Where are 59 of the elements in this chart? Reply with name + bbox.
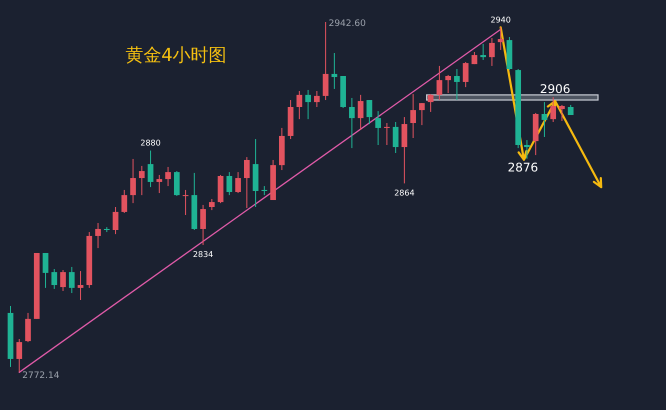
candlestick <box>16 338 22 372</box>
annotation: 2864 <box>394 188 415 198</box>
candlestick <box>305 89 311 120</box>
candlestick <box>200 204 206 246</box>
candlestick <box>208 198 215 211</box>
candlestick <box>148 150 154 188</box>
candlestick <box>366 100 372 125</box>
candlestick <box>550 96 556 122</box>
candlestick <box>402 116 408 184</box>
candlestick <box>428 94 434 112</box>
candlestick <box>489 38 495 66</box>
candlestick <box>226 172 232 196</box>
candlestick <box>314 90 320 108</box>
annotation: 2940 <box>490 15 511 24</box>
candlestick <box>524 140 530 160</box>
candlestick <box>462 62 468 88</box>
candlestick <box>78 270 84 301</box>
annotation: 2906 <box>540 82 570 96</box>
candlestick <box>375 110 381 146</box>
candlestick <box>68 266 75 294</box>
candlestick <box>559 104 565 122</box>
candlestick <box>138 165 145 196</box>
candlestick <box>182 189 188 216</box>
candlestick <box>384 122 390 146</box>
candlestick <box>454 68 460 101</box>
annotation: 2880 <box>140 138 161 148</box>
candlestick <box>472 51 478 65</box>
candlestick <box>121 189 128 214</box>
candlestick <box>392 121 398 154</box>
candlestick <box>410 94 416 139</box>
candlestick <box>436 65 442 101</box>
candlestick <box>445 74 451 94</box>
text: 黄金4小时图 <box>125 45 227 66</box>
candlestick <box>322 22 328 101</box>
candlestick <box>42 252 48 288</box>
candlestick <box>112 206 118 235</box>
candlestick <box>95 222 101 249</box>
candlestick <box>419 102 425 126</box>
candlestick <box>296 90 302 120</box>
candlestick <box>358 94 364 130</box>
candlestick <box>156 174 162 194</box>
annotation: 2772.14 <box>22 371 60 381</box>
candlestick <box>244 156 250 209</box>
candlestick <box>165 166 171 187</box>
candlestick <box>25 312 31 343</box>
candlestick <box>235 172 241 194</box>
candlestick <box>349 97 355 149</box>
candlestick <box>51 268 58 290</box>
candlestick <box>332 52 338 90</box>
candlestick <box>60 270 66 292</box>
annotation: 2942.60 <box>328 19 366 29</box>
candlestick <box>261 186 268 196</box>
annotation: 2834 <box>192 250 214 259</box>
candlestick <box>174 170 180 196</box>
candlestick <box>480 43 486 60</box>
candlestick <box>498 26 504 50</box>
candlestick <box>130 158 136 204</box>
candlestick <box>542 102 548 138</box>
annotation: 2876 <box>508 160 538 175</box>
